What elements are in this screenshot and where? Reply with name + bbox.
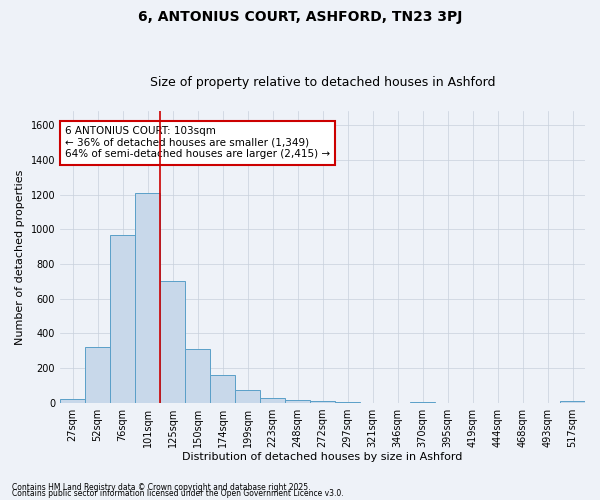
Bar [60,399,85,402]
Bar [260,398,285,402]
Title: Size of property relative to detached houses in Ashford: Size of property relative to detached ho… [150,76,495,90]
Text: 6, ANTONIUS COURT, ASHFORD, TN23 3PJ: 6, ANTONIUS COURT, ASHFORD, TN23 3PJ [138,10,462,24]
Text: 6 ANTONIUS COURT: 103sqm
← 36% of detached houses are smaller (1,349)
64% of sem: 6 ANTONIUS COURT: 103sqm ← 36% of detach… [65,126,330,160]
Bar [85,347,110,403]
Text: Contains public sector information licensed under the Open Government Licence v3: Contains public sector information licen… [12,489,344,498]
Text: Contains HM Land Registry data © Crown copyright and database right 2025.: Contains HM Land Registry data © Crown c… [12,483,311,492]
Bar [135,193,160,402]
Bar [160,282,185,403]
Bar [110,234,135,402]
Bar [210,375,235,402]
Bar [285,400,310,402]
Y-axis label: Number of detached properties: Number of detached properties [15,170,25,344]
Bar [185,349,210,403]
X-axis label: Distribution of detached houses by size in Ashford: Distribution of detached houses by size … [182,452,463,462]
Bar [235,390,260,402]
Bar [560,401,585,402]
Bar [310,401,335,402]
